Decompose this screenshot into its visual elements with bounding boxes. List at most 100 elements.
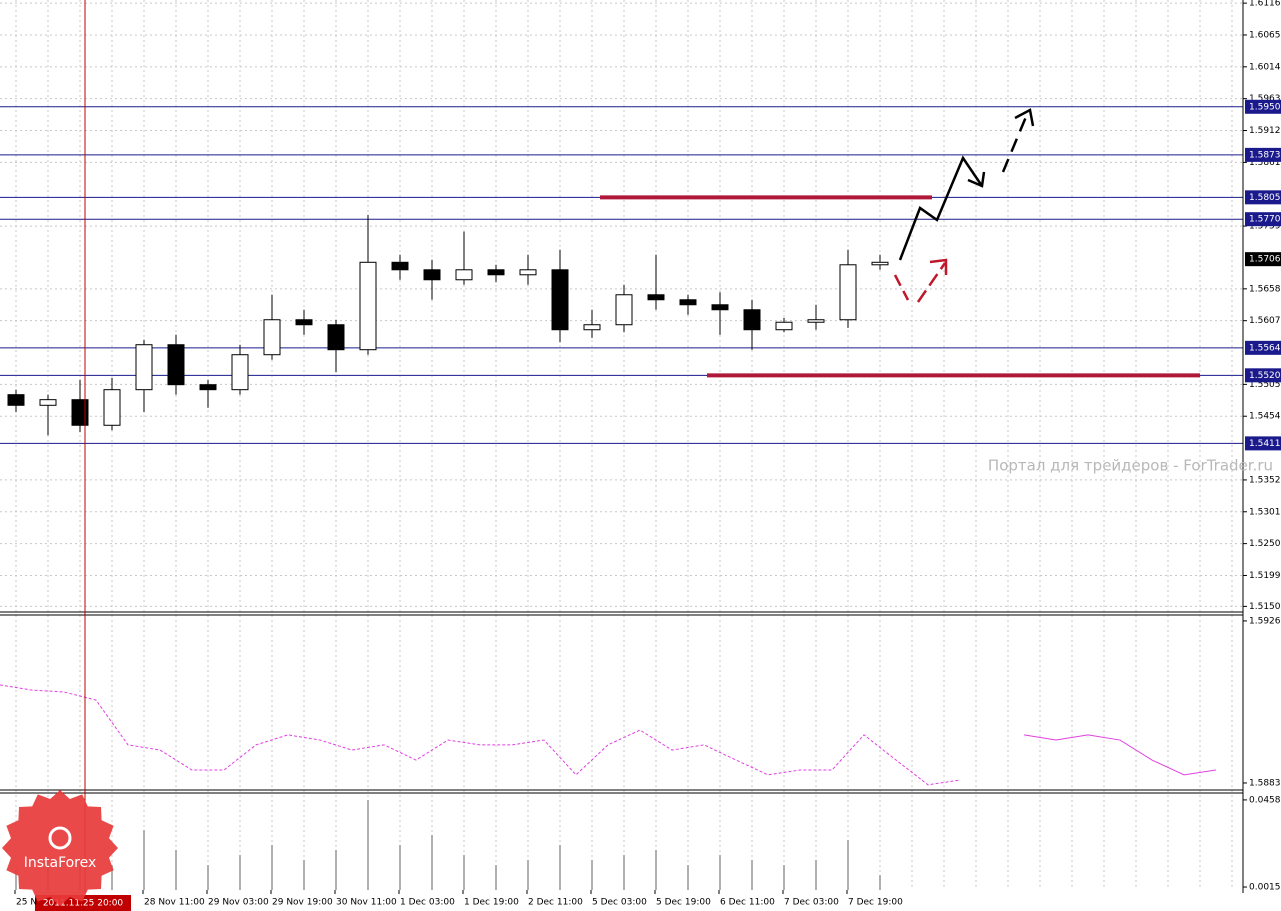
candle-body xyxy=(743,309,761,331)
volume-bar xyxy=(559,845,561,890)
indicator-tick-label: 1.5883 xyxy=(1249,778,1281,788)
level-label-box xyxy=(1245,436,1281,451)
volume-bar xyxy=(591,859,593,890)
y-tick-label: 1.58610 xyxy=(1249,158,1281,168)
y-tick-label: 1.59630 xyxy=(1249,94,1281,104)
plot xyxy=(0,106,1243,890)
x-tick-label: 7 Dec 19:00 xyxy=(848,898,903,908)
alt-path xyxy=(916,262,947,303)
level-label: 1.5805 xyxy=(1249,193,1281,203)
volume-bar xyxy=(175,849,177,890)
y-tick-label: 1.53015 xyxy=(1249,507,1281,517)
candle-body xyxy=(263,319,281,356)
level-label: 1.5564 xyxy=(1249,343,1281,353)
candle-body xyxy=(7,394,25,406)
level-label-box xyxy=(1245,99,1281,114)
volume-bar xyxy=(527,859,529,890)
candle-body xyxy=(103,389,121,426)
y-tick-label: 1.56585 xyxy=(1249,284,1281,294)
candle-body xyxy=(551,269,569,331)
candle-body xyxy=(775,321,793,331)
logo-text: InstaForex xyxy=(24,855,97,871)
candle-body xyxy=(871,261,889,266)
current-price-box xyxy=(1245,252,1281,267)
x-tick-label: 5 Dec 03:00 xyxy=(592,898,647,908)
grid xyxy=(0,0,1243,890)
volume-bar xyxy=(431,834,433,890)
volume-bar xyxy=(463,855,465,890)
y-tick-label: 1.57590 xyxy=(1249,222,1281,232)
volume-bar xyxy=(879,875,881,890)
x-tick-label: 25 N xyxy=(16,898,37,908)
y-tick-label: 1.54545 xyxy=(1249,412,1281,422)
forecast-path xyxy=(898,155,984,261)
level-label-box xyxy=(1245,212,1281,227)
candle-body xyxy=(455,269,473,281)
candle-body xyxy=(231,354,249,391)
indicator-line xyxy=(1023,734,1217,776)
arrow-head xyxy=(929,258,948,275)
cursor-time: 2011.11.25 20:00 xyxy=(43,899,124,909)
level-label: 1.5770 xyxy=(1249,215,1281,225)
volume-bar xyxy=(303,859,305,890)
y-tick-label: 1.60650 xyxy=(1249,30,1281,40)
candle-body xyxy=(583,324,601,331)
alt-path xyxy=(893,274,910,301)
y-tick-label: 1.60140 xyxy=(1249,62,1281,72)
candle-body xyxy=(71,399,89,426)
volume-bar xyxy=(239,855,241,890)
x-tick-label: 29 Nov 03:00 xyxy=(208,898,269,908)
level-label: 1.5520 xyxy=(1249,371,1281,381)
candle-body xyxy=(39,399,57,406)
level-label-box xyxy=(1245,147,1281,162)
forecast-path-dashed xyxy=(1001,111,1030,173)
level-label: 1.5950 xyxy=(1249,102,1281,112)
y-tick-label: 1.61160 xyxy=(1249,0,1281,9)
level-label-box xyxy=(1245,340,1281,355)
watermark: Портал для трейдеров - ForTrader.ru xyxy=(988,457,1273,475)
candle-body xyxy=(647,294,665,301)
volume-bar xyxy=(207,865,209,890)
level-label-box xyxy=(1245,368,1281,383)
y-tick-label: 1.59120 xyxy=(1249,126,1281,136)
candle-body xyxy=(135,344,153,391)
volume-bar xyxy=(847,839,849,890)
y-tick-label: 1.52505 xyxy=(1249,539,1281,549)
y-tick-label: 1.51500 xyxy=(1249,602,1281,612)
x-tick-label: 30 Nov 11:00 xyxy=(336,898,397,908)
volume-bar xyxy=(143,830,145,890)
candle-body xyxy=(487,269,505,276)
candle-body xyxy=(167,344,185,386)
candle-body xyxy=(839,264,857,321)
logo: InstaForex xyxy=(2,790,118,906)
candle-body xyxy=(295,319,313,326)
volume-bar xyxy=(335,849,337,890)
candle-body xyxy=(327,324,345,351)
volume-tick-label: 0.04585 xyxy=(1249,795,1281,805)
x-tick-label: 1 Dec 03:00 xyxy=(400,898,455,908)
x-tick-label: 5 Dec 19:00 xyxy=(656,898,711,908)
x-tick-label: 28 Nov 11:00 xyxy=(144,898,205,908)
volume-bar xyxy=(271,845,273,890)
volume-bar xyxy=(399,845,401,890)
candle-body xyxy=(615,294,633,326)
candle-body xyxy=(391,261,409,271)
volume-tick-label: 0.00151 xyxy=(1249,883,1281,893)
x-tick-label: 2 Dec 11:00 xyxy=(528,898,583,908)
y-tick-label: 1.53525 xyxy=(1249,475,1281,485)
indicator-line xyxy=(0,684,961,786)
x-tick-label: 6 Dec 11:00 xyxy=(720,898,775,908)
volume-bar xyxy=(783,865,785,890)
y-tick-label: 1.55055 xyxy=(1249,380,1281,390)
y-tick-label: 1.56075 xyxy=(1249,316,1281,326)
current-price: 1.5706 xyxy=(1249,255,1281,265)
x-tick-label: 7 Dec 03:00 xyxy=(784,898,839,908)
volume-bar xyxy=(367,800,369,890)
volume-bar xyxy=(655,849,657,890)
volume-bar xyxy=(495,865,497,890)
logo-icon xyxy=(48,826,72,850)
x-tick-label: 29 Nov 19:00 xyxy=(272,898,333,908)
candle-body xyxy=(679,299,697,306)
